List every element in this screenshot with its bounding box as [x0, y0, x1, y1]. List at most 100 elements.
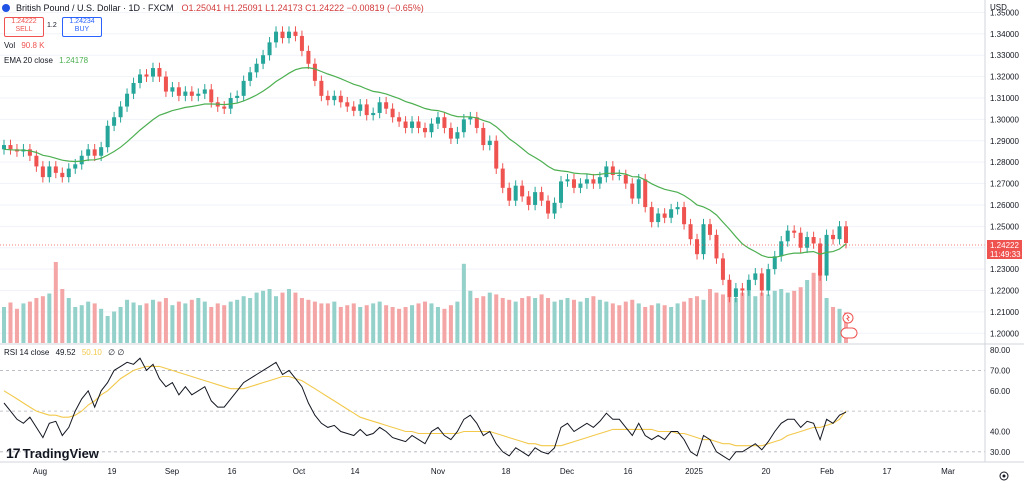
volume-bar — [792, 290, 797, 343]
candle-body — [293, 31, 298, 36]
candle-body — [481, 127, 486, 146]
candle-body — [571, 179, 576, 188]
volume-bar — [682, 301, 687, 343]
candle-body — [546, 200, 551, 214]
candle-body — [254, 63, 259, 73]
time-tick-label: Nov — [431, 467, 445, 476]
volume-bars — [1, 262, 849, 343]
time-tick-label: Dec — [560, 467, 574, 476]
candle-body — [86, 149, 91, 156]
volume-bar — [390, 307, 395, 343]
candle-body — [429, 123, 434, 133]
alert-icon[interactable] — [842, 312, 854, 324]
volume-value: 90.8 K — [21, 41, 45, 50]
candle-body — [183, 91, 188, 96]
candle-body — [675, 207, 680, 210]
volume-bar — [455, 301, 460, 343]
volume-bar — [118, 307, 123, 343]
volume-bar — [526, 296, 531, 343]
time-axis: Aug 19 Sep 16 Oct 14 Nov 18 Dec 16 2025 20 Feb 17 Mar — [33, 467, 955, 476]
candle-body — [584, 179, 589, 184]
time-tick-label: Sep — [165, 467, 180, 476]
volume-bar — [384, 305, 389, 343]
candle-body — [312, 63, 317, 81]
price-tick-label: 1.22000 — [990, 287, 1019, 296]
candle-body — [662, 213, 667, 218]
candle-body — [60, 172, 65, 178]
candle-body — [131, 83, 136, 94]
candle-body — [112, 117, 117, 126]
candle-body — [73, 164, 78, 169]
rsi-ma-line — [3, 365, 847, 447]
volume-bar — [494, 294, 499, 343]
volume-bar — [461, 263, 466, 343]
candle-body — [785, 230, 790, 242]
tradingview-logo[interactable]: 17 TradingView — [6, 445, 99, 461]
volume-bar — [21, 303, 26, 343]
symbol-title[interactable]: British Pound / U.S. Dollar · 1D · FXCM — [16, 3, 174, 13]
candle-body — [79, 155, 84, 165]
candle-body — [332, 95, 337, 101]
rsi-tick-label: 80.00 — [990, 346, 1011, 355]
sell-button[interactable]: 1.24222 SELL — [4, 17, 44, 37]
candle-body — [837, 226, 842, 240]
candle-body — [591, 179, 596, 184]
volume-bar — [669, 307, 674, 343]
candle-body — [170, 87, 175, 92]
time-tick-label: 18 — [502, 467, 511, 476]
volume-bar — [86, 301, 91, 343]
volume-bar — [261, 290, 266, 343]
volume-bar — [707, 289, 712, 343]
candle-body — [487, 140, 492, 146]
candle-body — [202, 89, 207, 94]
volume-bar — [604, 301, 609, 343]
settings-icon[interactable] — [999, 471, 1009, 481]
candle-body — [688, 224, 693, 240]
candle-body — [746, 279, 751, 291]
volume-bar — [429, 303, 434, 343]
candle-body — [416, 121, 421, 128]
ema-label: EMA 20 close — [4, 56, 53, 65]
candle-body — [643, 179, 648, 208]
rsi-extra: ∅ ∅ — [108, 348, 125, 357]
candle-body — [798, 232, 803, 248]
candle-body — [805, 237, 810, 248]
buy-button[interactable]: 1.24234 BUY — [62, 17, 102, 37]
volume-bar — [112, 311, 117, 343]
candle-body — [1, 145, 7, 150]
time-tick-label: Oct — [293, 467, 306, 476]
volume-bar — [766, 294, 771, 343]
price-tick-label: 1.20000 — [990, 329, 1019, 338]
volume-bar — [772, 290, 777, 343]
volume-bar — [170, 305, 175, 343]
volume-bar — [34, 298, 39, 343]
candle-body — [92, 149, 97, 156]
candle-body — [507, 187, 512, 201]
time-tick-label: 20 — [762, 467, 771, 476]
candle-body — [157, 68, 162, 77]
volume-bar — [442, 308, 447, 343]
candle-body — [53, 166, 58, 173]
candle-body — [338, 95, 343, 103]
volume-bar — [610, 303, 615, 343]
rsi-value: 49.52 — [55, 348, 76, 357]
volume-bar — [209, 307, 214, 343]
candle-body — [390, 108, 395, 118]
volume-bar — [364, 305, 369, 343]
candle-body — [649, 207, 654, 223]
volume-bar — [500, 298, 505, 343]
volume-bar — [254, 292, 259, 343]
calendar-event-icon[interactable] — [840, 327, 858, 339]
volume-bar — [468, 290, 473, 343]
volume-bar — [474, 298, 479, 343]
candle-body — [280, 31, 285, 39]
volume-bar — [338, 307, 343, 343]
candle-body — [241, 80, 246, 96]
candle-body — [695, 239, 700, 255]
volume-bar — [818, 271, 823, 343]
volume-bar — [351, 303, 356, 343]
candle-body — [286, 31, 291, 39]
candle-body — [552, 202, 557, 214]
volume-bar — [14, 308, 19, 343]
